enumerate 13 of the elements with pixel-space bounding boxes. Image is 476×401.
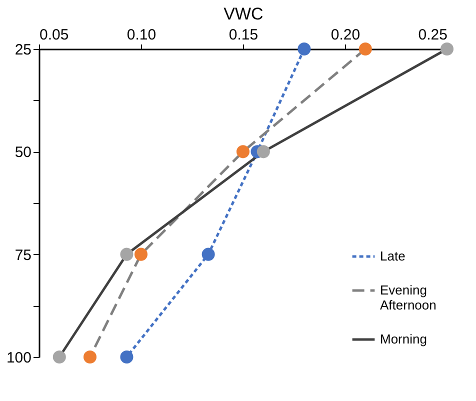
y-tick-label: 50 [14,144,32,162]
legend-label: Late [380,248,406,264]
x-tick-label: 0.20 [330,26,360,44]
x-tick-label: 0.15 [228,26,258,44]
legend-label: Evening Afternoon [380,282,436,312]
x-tick-label: 0.25 [418,26,448,44]
x-tick-label: 0.05 [40,26,69,44]
x-axis-title: VWC [224,4,264,24]
legend-label: Morning [380,332,427,346]
y-tick-label: 75 [14,246,32,264]
y-tick-label: 25 [14,42,32,58]
x-tick-label: 0.10 [126,26,156,44]
y-tick-label: 100 [6,350,32,366]
